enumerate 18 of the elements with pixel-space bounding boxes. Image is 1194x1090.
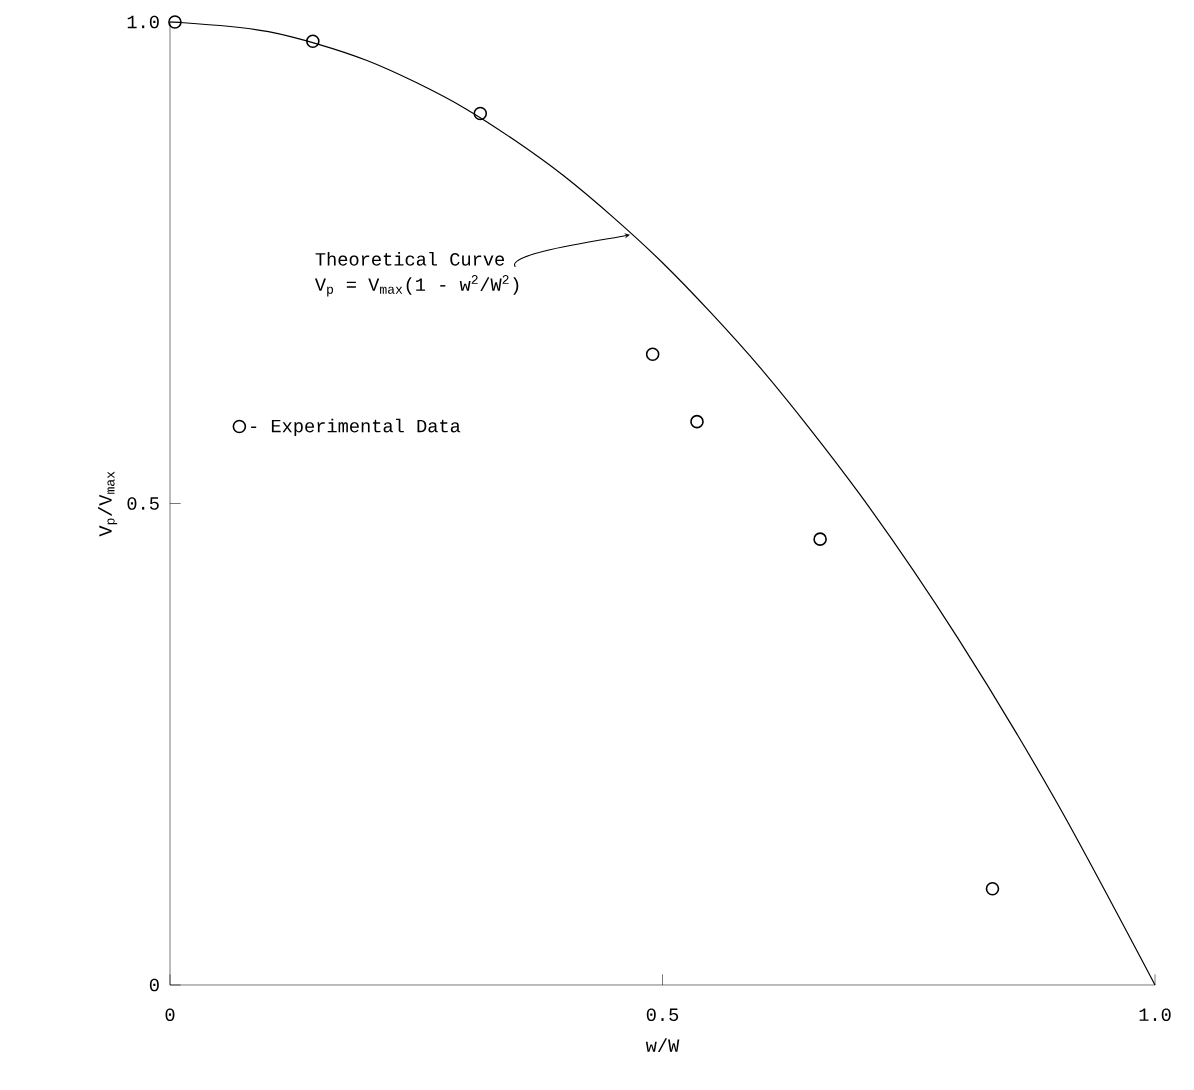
point	[813, 532, 827, 546]
annotation: Theoretical Curve	[315, 251, 505, 266]
point	[690, 414, 704, 429]
x-tick-label: 0	[165, 1008, 175, 1022]
point	[985, 881, 1000, 896]
text: V$_{p}$ = V$_{max}$(1 - w$^{2}$/W$^{2}$)	[314, 275, 519, 297]
y-tick-label: 0.5	[127, 497, 159, 510]
point	[168, 15, 182, 29]
y-tick-label: 0	[149, 978, 159, 992]
point	[306, 34, 320, 49]
legend-label: - Experimental Data	[251, 418, 461, 437]
x-axis-title: w/W	[645, 1038, 680, 1052]
point	[645, 347, 660, 362]
y-axis-title: V$_{p}$/V$_{max}$	[98, 471, 118, 537]
x-tick-label: 0.5	[646, 1008, 679, 1022]
y-tick-label: 1.0	[127, 15, 159, 29]
point	[473, 106, 488, 121]
x-tick-label: 1.0	[1139, 1008, 1171, 1022]
